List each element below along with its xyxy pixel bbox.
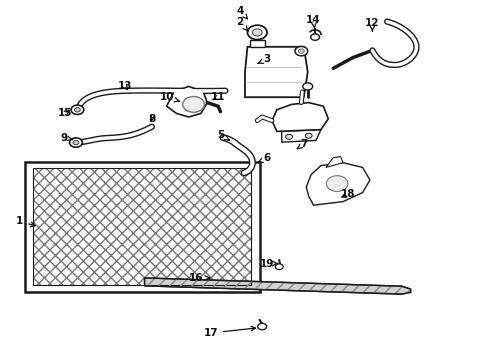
Circle shape <box>74 108 80 112</box>
Circle shape <box>298 49 304 53</box>
Circle shape <box>295 46 308 56</box>
Text: 8: 8 <box>148 114 155 124</box>
Polygon shape <box>145 278 411 294</box>
Polygon shape <box>167 86 207 117</box>
Text: 12: 12 <box>365 18 380 31</box>
Text: 10: 10 <box>159 92 179 102</box>
Circle shape <box>275 264 283 270</box>
Circle shape <box>326 176 348 192</box>
Circle shape <box>73 140 79 145</box>
Bar <box>24 162 260 292</box>
Text: 6: 6 <box>258 153 270 163</box>
Polygon shape <box>282 130 321 142</box>
Circle shape <box>303 83 313 90</box>
Text: 16: 16 <box>189 273 209 283</box>
Polygon shape <box>245 47 308 97</box>
Text: 2: 2 <box>237 17 248 31</box>
Circle shape <box>286 134 293 139</box>
Circle shape <box>71 105 84 114</box>
Text: 19: 19 <box>260 258 277 269</box>
Circle shape <box>252 29 262 36</box>
Circle shape <box>311 34 319 40</box>
Circle shape <box>70 138 82 147</box>
Text: 13: 13 <box>118 81 132 91</box>
Polygon shape <box>306 163 370 205</box>
Bar <box>33 168 251 285</box>
Text: 5: 5 <box>217 130 229 140</box>
Text: 3: 3 <box>258 54 270 64</box>
Circle shape <box>258 323 267 330</box>
Bar <box>250 40 265 47</box>
Circle shape <box>183 96 204 112</box>
Text: 1: 1 <box>16 216 35 227</box>
Text: 11: 11 <box>211 92 225 102</box>
Polygon shape <box>326 157 343 167</box>
Text: 15: 15 <box>58 108 73 118</box>
Circle shape <box>305 133 312 138</box>
Text: 18: 18 <box>341 189 355 199</box>
Text: 9: 9 <box>60 132 73 143</box>
Text: 14: 14 <box>306 15 321 28</box>
Polygon shape <box>272 103 328 131</box>
Text: 4: 4 <box>236 6 247 19</box>
Text: 17: 17 <box>203 326 256 338</box>
Text: 7: 7 <box>297 139 308 149</box>
Bar <box>33 168 251 285</box>
Circle shape <box>247 25 267 40</box>
